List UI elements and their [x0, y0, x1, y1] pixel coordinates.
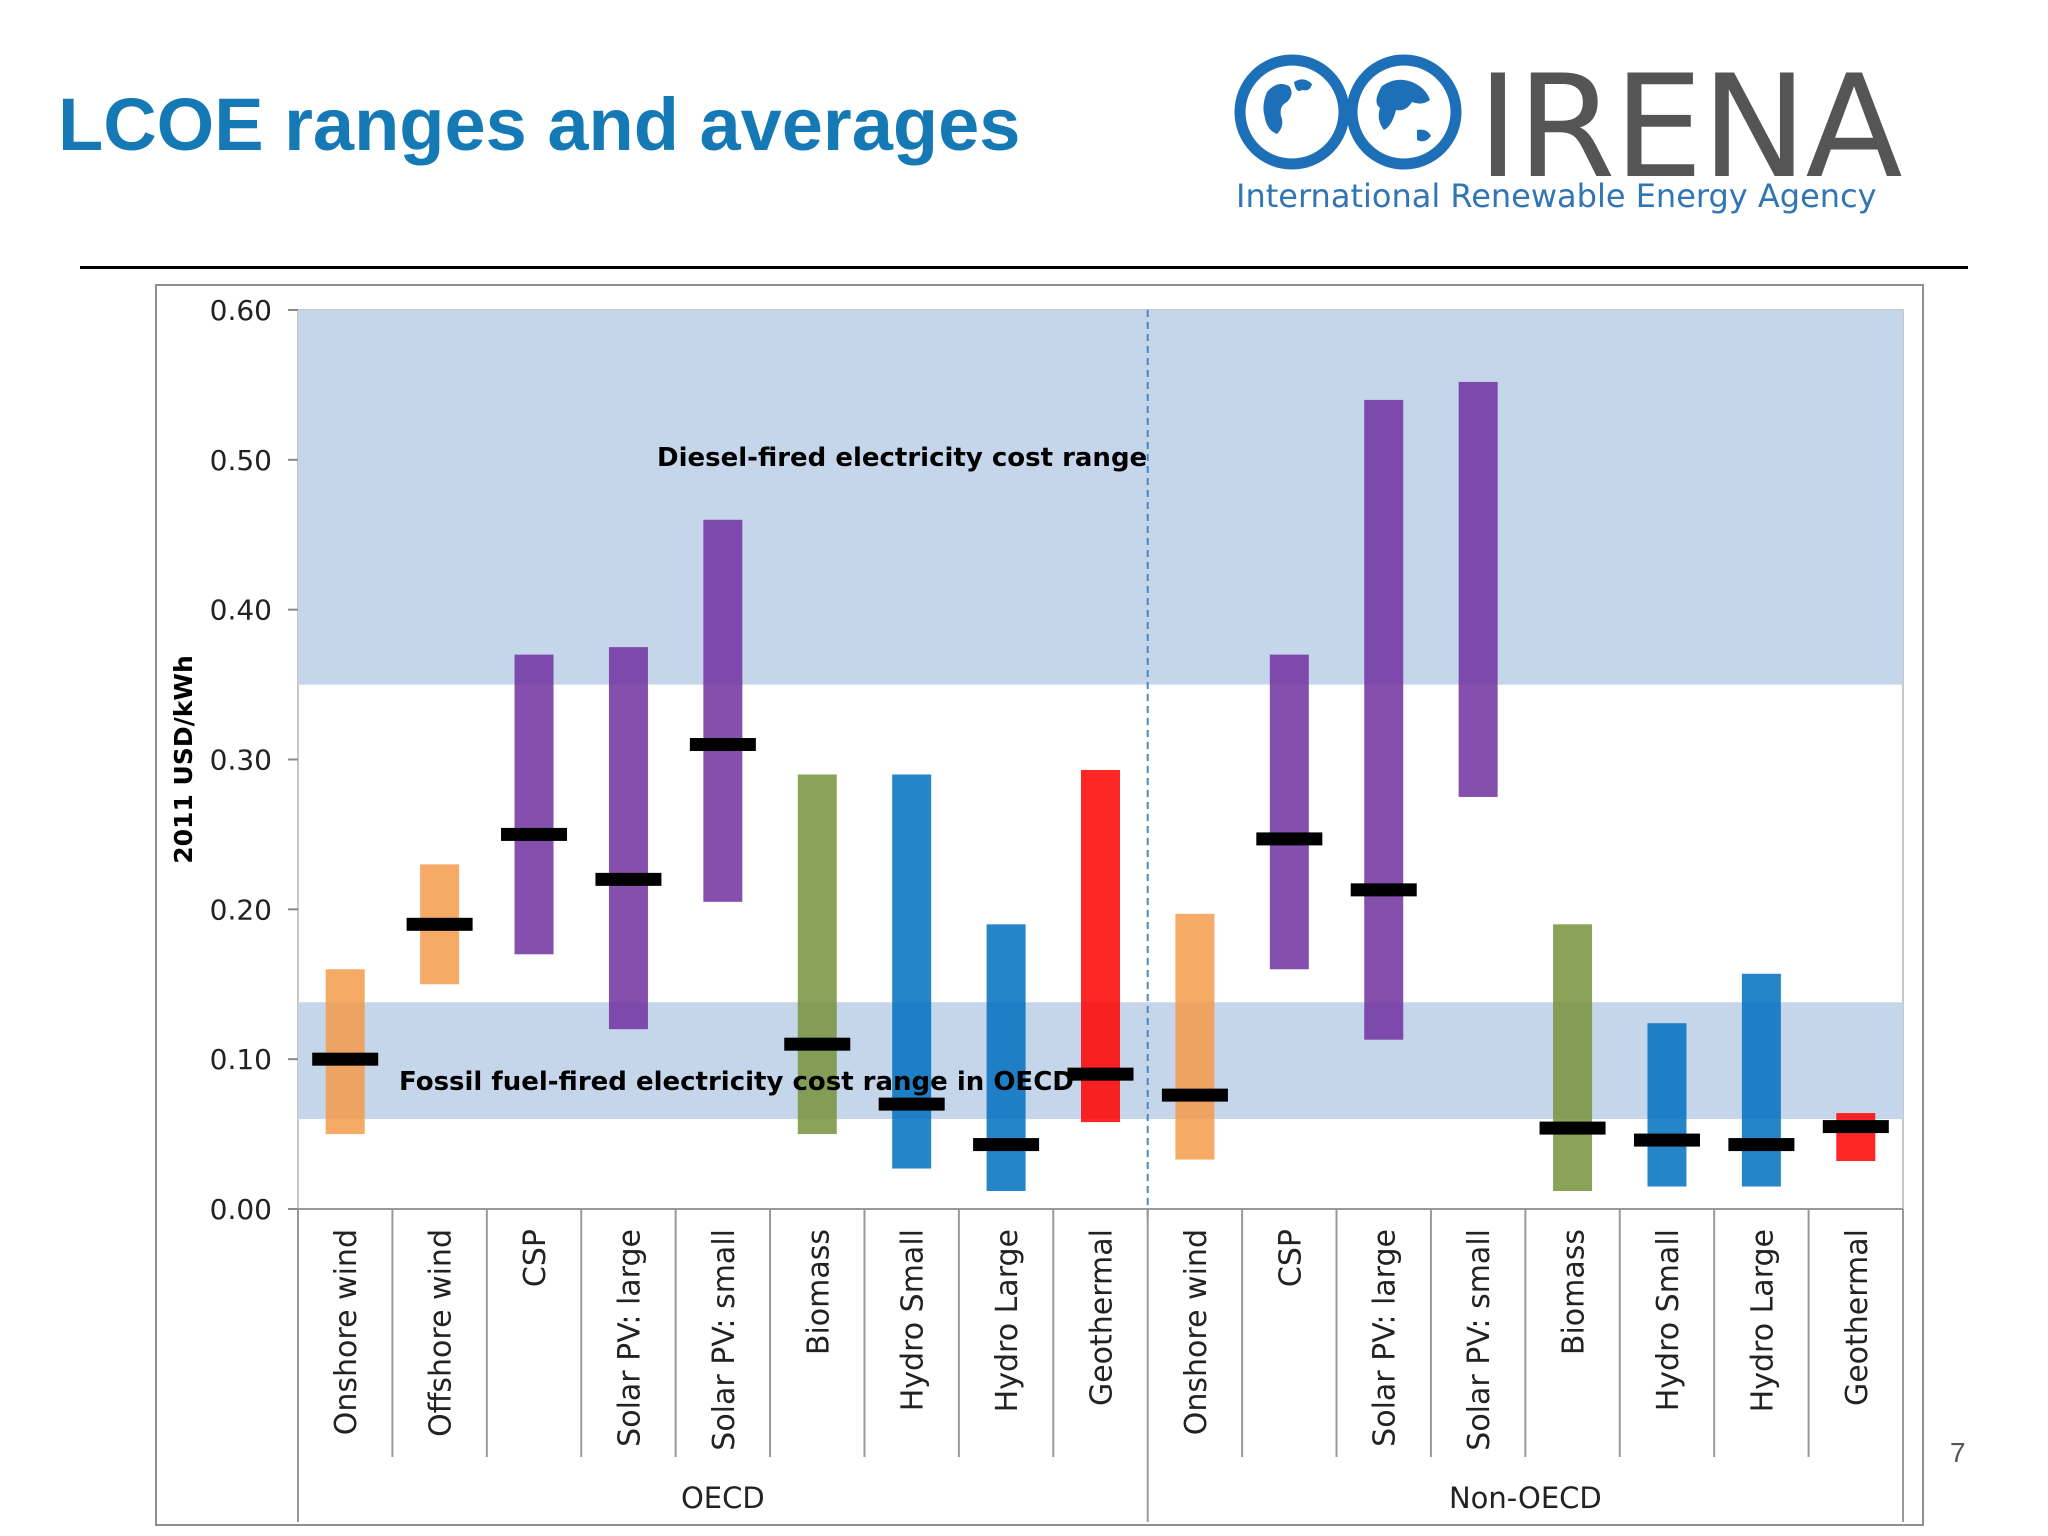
range-bar	[1269, 654, 1309, 970]
x-tick-label: CSP	[1273, 1229, 1308, 1287]
group-label: OECD	[681, 1481, 765, 1515]
x-tick-label: Solar PV: large	[612, 1229, 647, 1447]
x-tick-label: Hydro Small	[1651, 1229, 1686, 1411]
x-tick-label: Hydro Large	[1745, 1229, 1780, 1412]
range-bar	[608, 647, 648, 1030]
y-tick-label: 0.30	[210, 744, 272, 777]
x-tick-label: Solar PV: small	[707, 1229, 742, 1451]
range-bar	[325, 969, 365, 1135]
x-tick-label: Onshore wind	[329, 1229, 364, 1435]
x-tick-label: Geothermal	[1085, 1229, 1120, 1406]
range-bar	[1458, 381, 1498, 797]
average-marker	[1728, 1138, 1795, 1152]
average-marker	[1539, 1121, 1606, 1135]
y-axis-label: 2011 USD/kWh	[169, 655, 198, 863]
irena-logo: IRENA International Renewable Energy Age…	[1232, 46, 1908, 236]
average-marker	[1256, 832, 1323, 846]
y-tick-label: 0.00	[210, 1193, 272, 1226]
average-marker	[312, 1052, 379, 1066]
page-number: 7	[1950, 1437, 1966, 1468]
group-label: Non-OECD	[1449, 1481, 1602, 1515]
x-tick-label: CSP	[518, 1229, 553, 1287]
x-tick-label: Hydro Large	[990, 1229, 1025, 1412]
lcoe-chart: Diesel-fired electricity cost range Fossi…	[169, 294, 1904, 1522]
x-tick-label: Biomass	[1557, 1229, 1592, 1355]
y-tick-label: 0.40	[210, 594, 272, 627]
range-bar	[1647, 1023, 1687, 1187]
x-tick-label: Onshore wind	[1179, 1229, 1214, 1435]
range-bar	[1364, 399, 1404, 1040]
average-marker	[501, 827, 568, 841]
range-bar	[514, 654, 554, 955]
average-marker	[1161, 1088, 1228, 1102]
x-tick-label: Solar PV: large	[1368, 1229, 1403, 1447]
range-bar	[1081, 769, 1120, 1123]
range-bar	[797, 774, 837, 1135]
y-tick-label: 0.50	[210, 444, 272, 477]
x-tick-label: Solar PV: small	[1462, 1229, 1497, 1451]
range-bar	[703, 519, 743, 902]
band-label-diesel: Diesel-fired electricity cost range	[657, 443, 1147, 473]
average-marker	[406, 917, 473, 931]
range-bar	[1175, 913, 1215, 1160]
irena-wordmark: IRENA	[1477, 45, 1903, 210]
x-tick-label: Geothermal	[1840, 1229, 1875, 1406]
average-marker	[1633, 1133, 1700, 1147]
y-tick-label: 0.20	[210, 893, 272, 926]
range-bar	[1553, 924, 1593, 1192]
average-marker	[595, 872, 662, 886]
slide-title: LCOE ranges and averages	[58, 83, 1021, 166]
average-marker	[878, 1097, 945, 1111]
average-marker	[973, 1138, 1040, 1152]
chart-frame: Diesel-fired electricity cost range Fossi…	[155, 284, 1924, 1526]
y-tick-label: 0.10	[210, 1043, 272, 1076]
y-tick-label: 0.60	[210, 294, 272, 327]
irena-tagline: International Renewable Energy Agency	[1236, 177, 1877, 215]
average-marker	[1067, 1067, 1134, 1081]
x-tick-label: Biomass	[801, 1229, 836, 1355]
range-bar	[1741, 973, 1781, 1187]
band-label-fossil: Fossil fuel-fired electricity cost range…	[399, 1067, 1074, 1097]
title-divider	[80, 266, 1968, 269]
average-marker	[784, 1037, 851, 1051]
average-marker	[1350, 883, 1417, 897]
average-marker	[1822, 1120, 1889, 1134]
cost-band-1	[298, 310, 1903, 685]
x-tick-label: Hydro Small	[896, 1229, 931, 1411]
average-marker	[689, 738, 756, 752]
x-tick-label: Offshore wind	[424, 1229, 459, 1437]
irena-globe-icon	[1234, 54, 1462, 170]
